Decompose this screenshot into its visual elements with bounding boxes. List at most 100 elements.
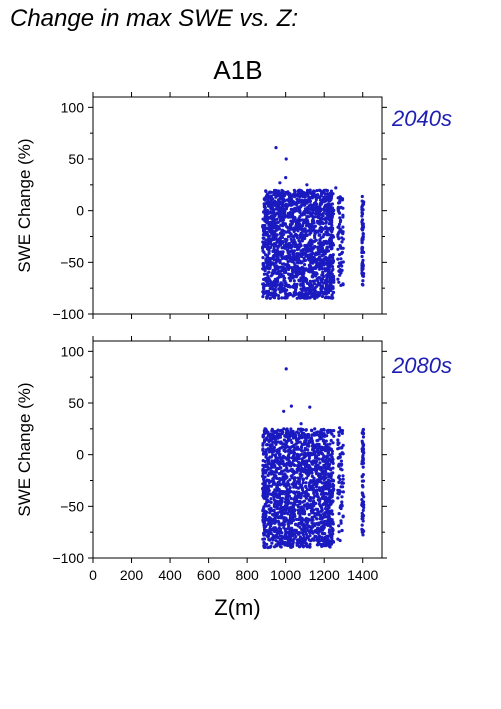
data-point xyxy=(310,521,314,525)
data-point xyxy=(306,529,310,533)
data-point xyxy=(283,446,287,450)
data-point xyxy=(266,534,270,539)
data-point xyxy=(286,455,290,459)
data-point xyxy=(264,233,268,237)
data-point xyxy=(295,223,300,227)
data-point xyxy=(361,458,365,462)
data-point xyxy=(298,544,302,549)
y-tick-label: −100 xyxy=(52,550,84,566)
data-point xyxy=(300,466,304,470)
data-point xyxy=(325,278,329,282)
scatter-panel-2080s: −100 −50 0 50 100 SWE Change (%) xyxy=(15,336,387,566)
data-point xyxy=(270,228,274,232)
data-point xyxy=(290,227,294,231)
data-point xyxy=(324,445,328,449)
data-point xyxy=(282,229,286,233)
data-point xyxy=(322,544,326,548)
data-point xyxy=(303,210,307,214)
data-point xyxy=(312,461,316,465)
data-point xyxy=(327,482,331,486)
data-point xyxy=(341,443,345,447)
data-point xyxy=(292,454,296,458)
data-point xyxy=(337,264,341,269)
x-tick-label: 600 xyxy=(197,567,221,583)
data-point xyxy=(310,515,314,520)
data-point xyxy=(307,243,311,247)
data-point xyxy=(270,429,274,433)
data-point xyxy=(262,479,266,483)
data-point xyxy=(340,446,344,450)
data-point xyxy=(341,215,345,219)
data-point xyxy=(304,428,308,432)
data-point xyxy=(311,287,315,292)
data-point xyxy=(299,276,303,280)
data-point xyxy=(337,280,341,284)
data-point xyxy=(360,262,364,266)
data-point xyxy=(284,367,288,371)
data-point xyxy=(294,485,298,489)
data-point xyxy=(272,232,276,236)
data-point xyxy=(269,448,273,452)
data-point xyxy=(261,267,265,271)
data-point xyxy=(360,212,365,216)
data-point xyxy=(331,539,335,544)
data-point xyxy=(272,434,276,438)
data-point xyxy=(286,543,290,548)
data-point xyxy=(285,265,289,269)
data-point xyxy=(325,249,329,253)
data-point xyxy=(298,514,302,519)
data-point xyxy=(306,257,310,261)
data-point xyxy=(305,534,309,539)
data-point xyxy=(323,296,328,300)
data-point xyxy=(337,480,341,484)
data-point xyxy=(316,430,320,434)
data-point xyxy=(338,430,342,434)
data-point xyxy=(276,531,280,535)
data-point xyxy=(317,233,321,237)
data-point xyxy=(330,534,334,538)
data-point xyxy=(360,530,365,534)
data-point xyxy=(274,470,279,474)
data-point xyxy=(330,226,334,230)
data-point xyxy=(275,476,279,481)
data-point xyxy=(314,482,318,486)
data-point xyxy=(340,528,344,533)
data-point xyxy=(277,480,281,484)
data-point xyxy=(283,442,287,446)
data-point xyxy=(287,241,291,246)
data-points xyxy=(261,146,366,300)
data-point xyxy=(305,461,309,465)
data-point xyxy=(318,201,323,205)
data-point xyxy=(328,442,332,446)
data-point xyxy=(268,507,272,511)
data-point xyxy=(289,266,293,270)
data-point xyxy=(309,428,314,432)
data-point xyxy=(302,221,306,225)
data-point xyxy=(275,506,279,511)
data-point xyxy=(322,200,326,204)
data-point xyxy=(322,188,326,192)
data-point xyxy=(271,440,275,444)
data-point xyxy=(284,214,288,218)
data-point xyxy=(328,524,332,529)
data-point xyxy=(316,438,320,442)
data-point xyxy=(318,218,322,222)
data-point xyxy=(330,495,334,499)
data-point xyxy=(282,427,286,431)
data-point xyxy=(301,442,306,447)
data-point xyxy=(320,228,324,232)
data-point xyxy=(261,486,265,490)
data-point xyxy=(340,250,344,254)
data-point xyxy=(291,429,295,434)
data-point xyxy=(337,524,341,528)
data-point xyxy=(315,277,319,282)
data-point xyxy=(338,216,342,220)
data-point xyxy=(265,510,269,514)
data-point xyxy=(361,461,366,465)
data-point xyxy=(297,279,301,283)
data-point xyxy=(323,252,327,256)
data-point xyxy=(303,247,308,252)
x-tick-label: 0 xyxy=(89,567,97,583)
data-point xyxy=(315,463,319,467)
data-point xyxy=(280,539,284,543)
